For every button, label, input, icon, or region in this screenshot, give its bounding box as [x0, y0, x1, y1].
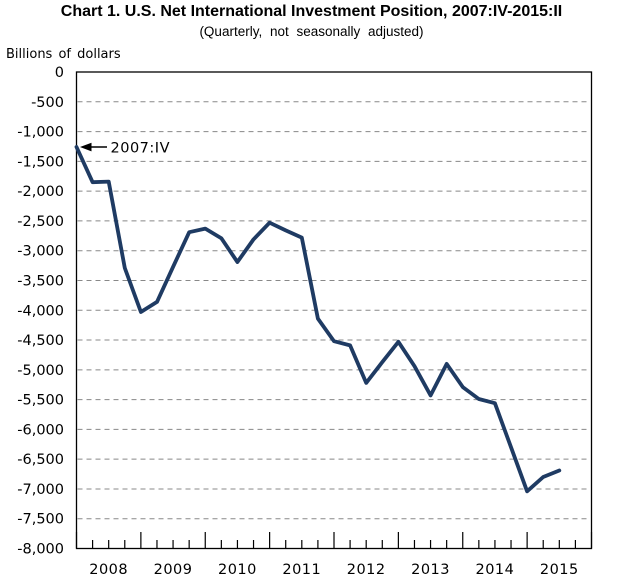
- x-axis-year-label: 2008: [89, 562, 128, 578]
- y-axis-tick-label: -6,000: [17, 422, 64, 438]
- y-axis-unit-label: Billions of dollars: [6, 47, 121, 62]
- plot-border: [75, 71, 593, 550]
- y-axis-tick-label: -6,500: [17, 452, 64, 468]
- y-axis-tick-label: -2,000: [17, 184, 64, 200]
- x-axis-year-label: 2009: [154, 562, 193, 578]
- x-axis-year-label: 2014: [475, 562, 514, 578]
- y-axis-tick-label: -500: [31, 95, 64, 111]
- y-axis-tick-label: -4,000: [17, 303, 64, 319]
- y-axis-tick-label: -8,000: [17, 542, 64, 558]
- y-axis-tick-label: 0: [55, 65, 64, 81]
- y-axis-tick-label: -5,000: [17, 363, 64, 379]
- x-axis-year-label: 2013: [411, 562, 450, 578]
- x-axis-year-label: 2012: [347, 562, 386, 578]
- y-axis-tick-label: -1,000: [17, 125, 64, 141]
- y-axis-tick-label: -4,500: [17, 333, 64, 349]
- y-axis-tick-label: -1,500: [17, 154, 64, 170]
- x-axis-year-label: 2010: [218, 562, 257, 578]
- annotation-label: 2007:IV: [111, 141, 170, 157]
- y-axis-tick-label: -3,500: [17, 273, 64, 289]
- y-axis-tick-label: -5,500: [17, 393, 64, 409]
- y-axis-tick-label: -7,000: [17, 482, 64, 498]
- niip-line: [74, 145, 562, 494]
- x-axis-year-label: 2015: [540, 562, 579, 578]
- chart-title: Chart 1. U.S. Net International Investme…: [60, 3, 563, 20]
- chart-subtitle: (Quarterly, not seasonally adjusted): [199, 24, 424, 39]
- annotation-arrowhead: [80, 142, 92, 152]
- x-axis-year-label: 2011: [282, 562, 321, 578]
- y-axis-tick-label: -2,500: [17, 214, 64, 230]
- y-axis-tick-label: -3,000: [17, 244, 64, 260]
- y-axis-tick-label: -7,500: [17, 512, 64, 528]
